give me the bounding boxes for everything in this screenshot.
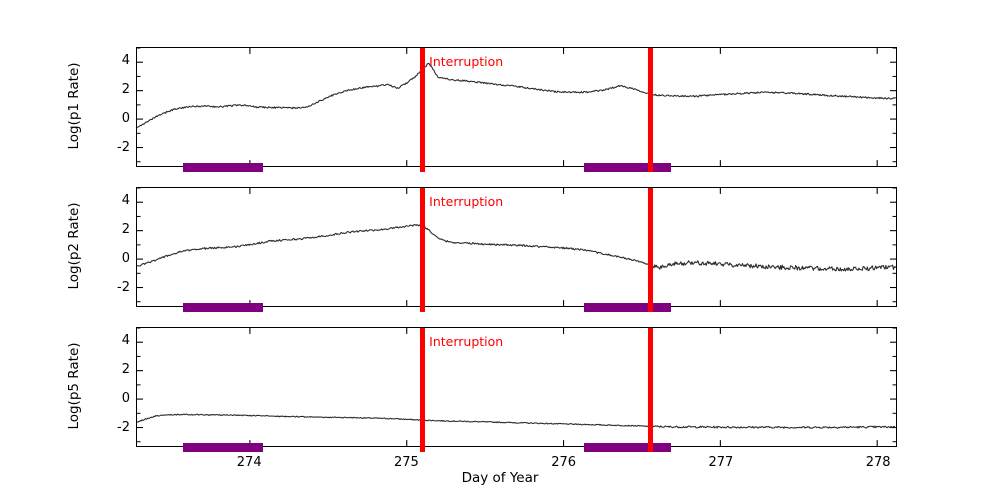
ytick-label-p5-2: 2 xyxy=(121,362,130,378)
panel-p1-frame xyxy=(136,47,897,167)
data-series-p2 xyxy=(137,224,896,272)
xtick-label-276: 276 xyxy=(551,455,577,470)
y-axis-label-p2: Log(p2 Rate) xyxy=(66,202,82,290)
interruption-label: Interruption xyxy=(429,194,504,209)
ytick-label-p2-0: 0 xyxy=(121,251,130,267)
observation-span-bar xyxy=(584,303,671,312)
xtick-label-275: 275 xyxy=(394,455,419,470)
interruption-line xyxy=(647,328,653,452)
xtick-label-274: 274 xyxy=(236,455,262,470)
observation-span-bar xyxy=(584,443,671,452)
interruption-label: Interruption xyxy=(429,54,504,69)
y-axis-label-p1: Log(p1 Rate) xyxy=(66,62,82,150)
y-axis-label-p5: Log(p5 Rate) xyxy=(66,342,82,430)
panel-p1 xyxy=(136,47,897,167)
xtick-label-277: 277 xyxy=(708,455,734,470)
ytick-label-p2-2: 2 xyxy=(121,222,130,238)
observation-span-bar xyxy=(183,303,264,312)
panel-p2-plot xyxy=(137,188,896,306)
ytick-label-p5-0: 0 xyxy=(121,391,130,407)
interruption-label: Interruption xyxy=(429,334,504,349)
xtick-label-278: 278 xyxy=(865,455,891,470)
ytick-label-p1--2: -2 xyxy=(117,140,130,156)
data-series-p5 xyxy=(137,413,896,429)
interruption-line xyxy=(647,188,653,312)
ytick-label-p1-2: 2 xyxy=(121,82,130,98)
ytick-label-p5--2: -2 xyxy=(117,420,130,436)
observation-span-bar xyxy=(183,443,264,452)
ytick-label-p5-4: 4 xyxy=(121,333,130,349)
interruption-line xyxy=(419,328,425,452)
ytick-label-p2--2: -2 xyxy=(117,280,130,296)
ytick-label-p1-0: 0 xyxy=(121,111,130,127)
interruption-line xyxy=(419,188,425,312)
observation-span-bar xyxy=(584,163,671,172)
interruption-line xyxy=(647,48,653,172)
ytick-label-p1-4: 4 xyxy=(121,53,130,69)
panel-p2 xyxy=(136,187,897,307)
panel-p2-frame xyxy=(136,187,897,307)
panel-p5-frame xyxy=(136,327,897,447)
panel-p5 xyxy=(136,327,897,447)
panel-p1-plot xyxy=(137,48,896,166)
data-series-p1 xyxy=(137,62,896,128)
observation-span-bar xyxy=(183,163,264,172)
panel-p5-plot xyxy=(137,328,896,446)
interruption-line xyxy=(419,48,425,172)
ytick-label-p2-4: 4 xyxy=(121,193,130,209)
x-axis-label: Day of Year xyxy=(461,470,539,486)
